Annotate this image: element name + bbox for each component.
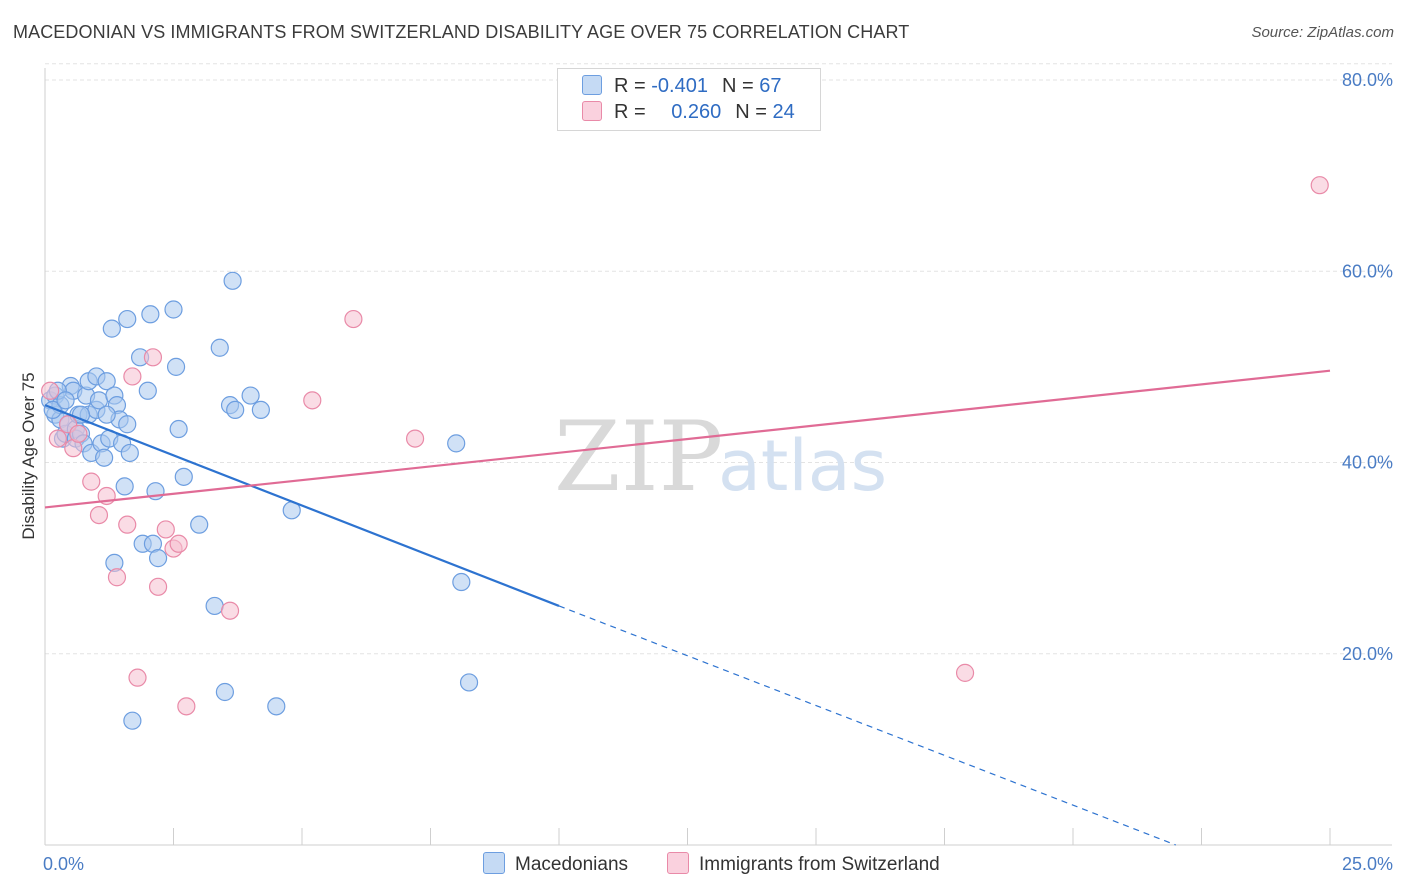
switzerland-point [82,472,101,491]
macedonians-point [102,319,121,338]
y-axis-label: Disability Age Over 75 [19,372,38,539]
y-tick-label: 60.0% [1342,261,1393,281]
macedonians-point [190,515,209,534]
switzerland-point [177,697,196,716]
correlation-legend: R = -0.401 N = 67 R = 0.260 N = 24 [557,68,821,131]
watermark: ZIP atlas [554,401,887,513]
legend-n-value: 24 [772,101,795,123]
switzerland-point [69,424,88,443]
legend-r-value: -0.401 [651,75,708,97]
switzerland-point [344,309,363,329]
switzerland-point [118,515,137,534]
y-tick-label: 20.0% [1342,644,1393,664]
switzerland-point [128,668,147,687]
switzerland-point [220,601,240,620]
macedonians-trend-line [44,404,560,607]
legend-r-value: 0.260 [671,101,722,123]
legend-n-label: N = [721,75,754,97]
macedonians-point [452,572,471,592]
macedonians-point [164,300,183,319]
legend-swatch-pink [582,101,602,121]
macedonians-point [226,400,245,420]
switzerland-point [1310,176,1329,195]
macedonians-point [97,405,116,424]
switzerland-point [156,520,175,539]
macedonians-point [267,697,286,716]
axes [44,68,1392,846]
y-tick-label: 80.0% [1342,70,1393,90]
watermark-atlas-text: atlas [718,425,887,507]
bottom-legend-macedonians: Macedonians [483,852,628,876]
switzerland-point [89,505,109,525]
bottom-legend-swatch-blue [483,852,505,874]
macedonians-point [241,386,260,405]
trend-lines [44,369,1331,846]
macedonians-point [118,415,137,434]
macedonians-point [166,357,186,376]
macedonians-point [223,271,242,290]
switzerland-point [107,568,127,587]
macedonians-point [210,338,229,357]
macedonians-point [138,381,157,400]
macedonians-point [169,419,188,439]
legend-r-label: R = [614,101,646,123]
switzerland-point [41,381,60,400]
chart-title: MACEDONIAN VS IMMIGRANTS FROM SWITZERLAN… [13,22,910,42]
macedonians-point [56,391,75,410]
switzerland-point [143,348,163,367]
macedonians-point [97,372,116,391]
macedonians-point [251,400,270,420]
switzerland-point [48,429,67,448]
legend-n-label: N = [735,101,767,123]
macedonians-point [95,448,114,467]
macedonians-trend-extension [558,605,1177,846]
macedonians-point [148,549,168,568]
switzerland-point [148,577,168,596]
bottom-legend-switzerland: Immigrants from Switzerland [667,852,940,876]
macedonians-point [205,596,224,616]
switzerland-point [405,429,425,448]
series-switzerland-points [41,176,1329,716]
source-label: Source: ZipAtlas.com [1251,24,1394,41]
macedonians-point [118,309,137,329]
switzerland-point [303,391,322,410]
legend-swatch-blue [582,75,602,95]
switzerland-point [955,663,975,682]
tick-labels: 20.0% 40.0% 60.0% 80.0% 0.0% 25.0% [43,70,1393,874]
switzerland-trend-line [44,369,1331,509]
macedonians-point [120,443,139,463]
x-tick-label-min: 0.0% [43,854,84,874]
legend-n-value: 67 [759,75,782,97]
macedonians-point [141,305,160,324]
bottom-legend-swatch-pink [667,852,689,874]
switzerland-point [169,534,188,553]
macedonians-point [174,467,193,486]
watermark-zip-text: ZIP [554,401,723,513]
legend-row-switzerland: R = 0.260 N = 24 [582,101,795,127]
bottom-legend-label: Macedonians [515,854,629,875]
grid-lines [45,63,1392,655]
x-tick-label-max: 25.0% [1342,854,1393,874]
y-tick-label: 40.0% [1342,453,1393,473]
switzerland-point [123,367,142,386]
macedonians-point [115,477,134,496]
legend-r-label: R = [614,75,646,97]
bottom-legend-label: Immigrants from Switzerland [699,854,940,875]
macedonians-point [215,682,234,702]
macedonians-point [447,434,466,453]
macedonians-point [459,673,479,692]
macedonians-point [123,711,142,730]
legend-row-macedonians: R = -0.401 N = 67 [582,75,781,101]
